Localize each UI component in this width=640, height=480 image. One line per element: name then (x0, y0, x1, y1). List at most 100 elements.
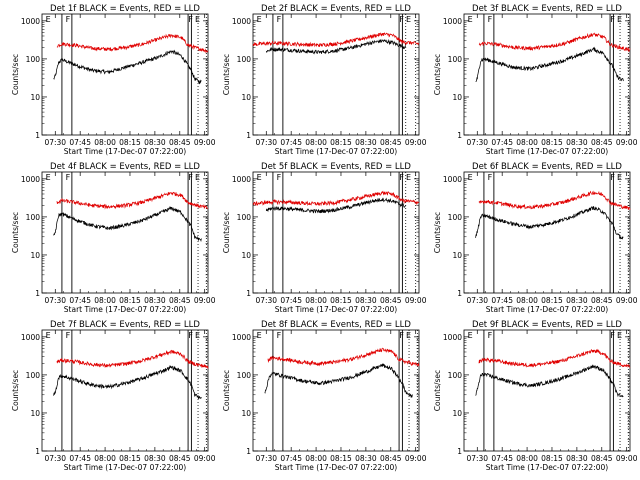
x-tick-label: 07:45 (491, 454, 513, 463)
x-tick-label: 08:00 (94, 454, 116, 463)
panel-6: Det 6f BLACK = Events, RED = LLD 1 10 100 10… (433, 162, 638, 314)
time-marker-letter: F (277, 15, 282, 24)
y-tick-label: 100 (237, 213, 252, 222)
plot-frame (463, 171, 631, 294)
x-tick-label: 08:30 (355, 138, 377, 147)
y-tick-label: 100 (448, 55, 463, 64)
x-tick-label: 08:00 (94, 296, 116, 305)
y-tick-label: 1000 (21, 333, 40, 342)
x-tick-label: 07:30 (255, 296, 277, 305)
time-marker-letter: E (617, 173, 622, 182)
events-series-line (264, 363, 413, 398)
events-series-line (53, 365, 202, 399)
x-tick-label: 09:00 (616, 296, 638, 305)
x-tick-label: 09:00 (616, 454, 638, 463)
panel-7: Det 7f BLACK = Events, RED = LLD 1 10 100 10… (11, 320, 216, 472)
x-tick-label: 08:00 (94, 138, 116, 147)
x-tick-label: 08:45 (591, 296, 613, 305)
events-series-line (475, 206, 624, 240)
time-marker-letter: F (66, 15, 71, 24)
events-series-line (475, 364, 624, 398)
events-series-line (265, 197, 406, 214)
time-marker-letter: F (277, 173, 282, 182)
x-tick-label: 09:00 (405, 454, 427, 463)
x-tick-label: 08:00 (305, 138, 327, 147)
y-axis-label: Counts/sec (433, 212, 442, 253)
lld-series-line (478, 348, 631, 369)
panel-2: Det 2f BLACK = Events, RED = LLD 1 10 100 10… (222, 4, 427, 156)
x-axis-label: Start Time (17-Dec-07 07:22:00) (275, 147, 397, 156)
y-tick-label: 1000 (443, 175, 462, 184)
x-tick-label: 07:30 (44, 296, 66, 305)
x-tick-label: 07:30 (44, 454, 66, 463)
panel-title: Det 7f BLACK = Events, RED = LLD (50, 320, 200, 330)
x-tick-label: 07:30 (466, 296, 488, 305)
x-tick-label: 09:00 (405, 296, 427, 305)
panel-title: Det 6f BLACK = Events, RED = LLD (472, 162, 622, 172)
y-tick-label: 1000 (232, 175, 251, 184)
x-tick-label: 08:45 (169, 454, 191, 463)
time-marker-letter: F (277, 331, 282, 340)
time-marker-letter: F (188, 15, 193, 24)
plot-frame (463, 13, 631, 136)
x-axis-label: Start Time (17-Dec-07 07:22:00) (275, 463, 397, 472)
x-tick-label: 09:00 (616, 138, 638, 147)
y-tick-label: 1 (457, 289, 462, 298)
time-marker-letter: E (468, 15, 473, 24)
time-marker-letter: F (488, 173, 493, 182)
lld-series-line (267, 347, 420, 367)
time-marker-letter: E (406, 173, 411, 182)
y-tick-label: 1 (457, 131, 462, 140)
panel-title: Det 3f BLACK = Events, RED = LLD (472, 4, 622, 14)
lld-series-line (478, 190, 631, 211)
y-tick-label: 1 (35, 289, 40, 298)
x-tick-label: 08:00 (305, 296, 327, 305)
x-tick-label: 08:00 (516, 296, 538, 305)
time-marker-letter: E (46, 15, 51, 24)
events-series-line (475, 46, 624, 82)
panel-4: Det 4f BLACK = Events, RED = LLD 1 10 100 10… (11, 162, 216, 314)
time-marker-letter: E (257, 173, 262, 182)
y-axis-label: Counts/sec (11, 212, 20, 253)
time-marker-letter: F (66, 331, 71, 340)
x-tick-label: 08:00 (516, 138, 538, 147)
plot-frame (41, 13, 209, 136)
x-tick-label: 08:15 (119, 454, 141, 463)
x-tick-label: 08:30 (566, 138, 588, 147)
x-tick-label: 08:30 (144, 454, 166, 463)
y-tick-label: 10 (30, 409, 40, 418)
panel-title: Det 5f BLACK = Events, RED = LLD (261, 162, 411, 172)
time-marker-letter: F (188, 173, 193, 182)
y-tick-label: 100 (237, 55, 252, 64)
panel-title: Det 8f BLACK = Events, RED = LLD (261, 320, 411, 330)
x-tick-label: 09:00 (194, 296, 216, 305)
time-marker-letter: F (610, 173, 615, 182)
panel-1: Det 1f BLACK = Events, RED = LLD 1 10 100 10… (11, 4, 216, 156)
panel-9: Det 9f BLACK = Events, RED = LLD 1 10 100 10… (433, 320, 638, 472)
plot-frame (252, 329, 420, 452)
x-tick-label: 07:45 (69, 454, 91, 463)
plot-frame (252, 13, 420, 136)
lld-series-line (56, 349, 209, 369)
time-marker-letter: F (399, 331, 404, 340)
x-tick-label: 07:30 (466, 454, 488, 463)
y-axis-label: Counts/sec (11, 54, 20, 95)
y-tick-label: 10 (241, 409, 251, 418)
x-tick-label: 08:15 (119, 296, 141, 305)
plot-frame (252, 171, 420, 294)
x-tick-label: 08:30 (355, 454, 377, 463)
x-tick-label: 08:15 (541, 296, 563, 305)
lld-series-line (478, 32, 631, 53)
lld-series-line (252, 190, 420, 207)
x-tick-label: 08:15 (330, 296, 352, 305)
y-tick-label: 10 (30, 251, 40, 260)
x-tick-label: 09:00 (405, 138, 427, 147)
y-tick-label: 1 (246, 289, 251, 298)
y-axis-label: Counts/sec (222, 370, 231, 411)
lld-series-line (56, 33, 209, 54)
plot-frame (41, 329, 209, 452)
time-marker-letter: E (46, 173, 51, 182)
x-axis-label: Start Time (17-Dec-07 07:22:00) (64, 463, 186, 472)
x-tick-label: 08:15 (119, 138, 141, 147)
y-tick-label: 10 (241, 251, 251, 260)
